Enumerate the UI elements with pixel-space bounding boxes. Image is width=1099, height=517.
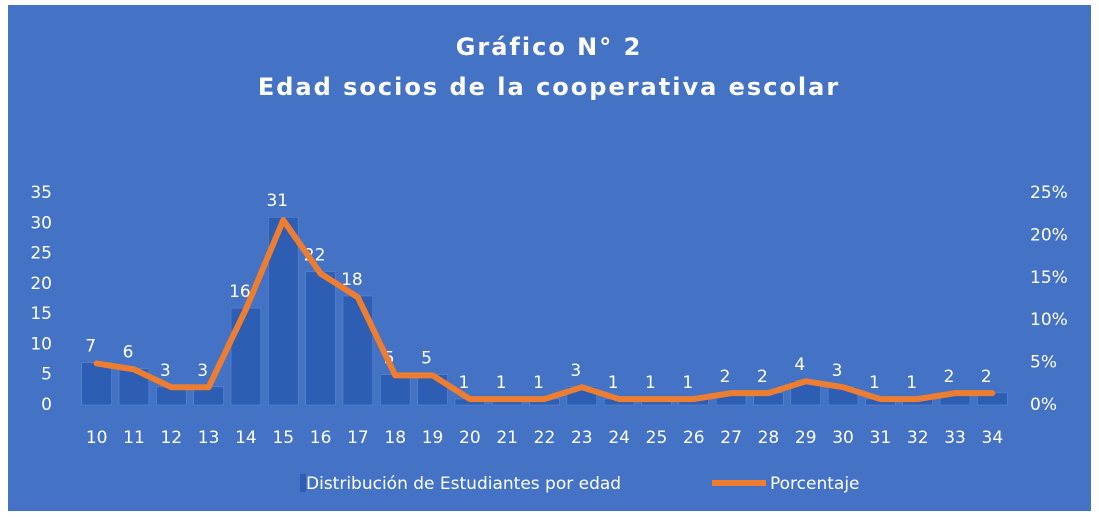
x-tick-label: 13 bbox=[198, 428, 220, 448]
x-tick-label: 25 bbox=[646, 428, 668, 448]
data-label: 1 bbox=[869, 373, 880, 393]
y-tick-label: 30 bbox=[30, 213, 52, 233]
data-label: 3 bbox=[570, 361, 581, 381]
y2-tick-label: 5% bbox=[1030, 353, 1057, 373]
x-tick-label: 17 bbox=[347, 428, 369, 448]
y2-tick-label: 15% bbox=[1030, 268, 1068, 288]
data-label: 1 bbox=[496, 373, 507, 393]
x-tick-label: 14 bbox=[235, 428, 257, 448]
y2-tick-label: 0% bbox=[1030, 395, 1057, 415]
x-tick-label: 23 bbox=[571, 428, 593, 448]
data-label: 4 bbox=[794, 355, 805, 375]
data-label: 1 bbox=[458, 373, 469, 393]
y-tick-label: 10 bbox=[30, 334, 52, 354]
y-tick-label: 35 bbox=[30, 183, 52, 203]
x-tick-label: 11 bbox=[123, 428, 145, 448]
data-label: 1 bbox=[645, 373, 656, 393]
data-label: 2 bbox=[944, 367, 955, 387]
y-tick-label: 5 bbox=[41, 365, 52, 385]
x-tick-label: 26 bbox=[683, 428, 705, 448]
chart-title: Gráfico N° 2 bbox=[456, 33, 643, 61]
y-tick-label: 20 bbox=[30, 274, 52, 294]
line bbox=[93, 217, 996, 403]
y2-tick-label: 10% bbox=[1030, 310, 1068, 330]
data-label: 5 bbox=[421, 349, 432, 369]
bar bbox=[305, 271, 336, 406]
legend-label: Porcentaje bbox=[770, 474, 860, 494]
data-label: 2 bbox=[720, 367, 731, 387]
x-tick-label: 31 bbox=[870, 428, 892, 448]
data-label: 6 bbox=[123, 343, 134, 363]
data-label: 2 bbox=[757, 367, 768, 387]
x-tick-label: 27 bbox=[720, 428, 742, 448]
y-tick-label: 0 bbox=[41, 395, 52, 415]
x-tick-label: 24 bbox=[608, 428, 630, 448]
data-label: 1 bbox=[682, 373, 693, 393]
data-label: 3 bbox=[832, 361, 843, 381]
x-tick-label: 32 bbox=[907, 428, 929, 448]
data-label: 1 bbox=[906, 373, 917, 393]
data-label: 18 bbox=[341, 270, 363, 290]
data-label: 2 bbox=[981, 367, 992, 387]
x-tick-label: 28 bbox=[758, 428, 780, 448]
x-tick-label: 10 bbox=[86, 428, 108, 448]
x-tick-label: 21 bbox=[496, 428, 518, 448]
x-tick-label: 30 bbox=[832, 428, 854, 448]
x-tick-label: 16 bbox=[310, 428, 332, 448]
x-tick-label: 29 bbox=[795, 428, 817, 448]
x-tick-label: 33 bbox=[944, 428, 966, 448]
data-label: 1 bbox=[533, 373, 544, 393]
data-label: 7 bbox=[85, 337, 96, 357]
legend-swatch bbox=[300, 474, 306, 492]
y-tick-label: 25 bbox=[30, 244, 52, 264]
legend-label: Distribución de Estudiantes por edad bbox=[306, 474, 621, 494]
bar bbox=[379, 374, 411, 406]
data-label: 16 bbox=[229, 282, 251, 302]
y2-tick-label: 25% bbox=[1030, 183, 1068, 203]
bar bbox=[81, 362, 112, 406]
x-tick-label: 19 bbox=[422, 428, 444, 448]
x-tick-label: 22 bbox=[534, 428, 556, 448]
data-label: 3 bbox=[160, 361, 171, 381]
bar bbox=[230, 307, 262, 406]
y-tick-label: 15 bbox=[30, 304, 52, 324]
x-tick-label: 20 bbox=[459, 428, 481, 448]
data-label: 1 bbox=[608, 373, 619, 393]
x-tick-label: 12 bbox=[160, 428, 182, 448]
data-label: 31 bbox=[266, 191, 288, 211]
x-tick-label: 15 bbox=[272, 428, 294, 448]
x-tick-label: 18 bbox=[384, 428, 406, 448]
y2-tick-label: 20% bbox=[1030, 225, 1068, 245]
x-tick-label: 34 bbox=[982, 428, 1004, 448]
chart-background bbox=[8, 5, 1091, 511]
data-label: 3 bbox=[197, 361, 208, 381]
chart-subtitle: Edad socios de la cooperativa escolar bbox=[258, 73, 840, 101]
